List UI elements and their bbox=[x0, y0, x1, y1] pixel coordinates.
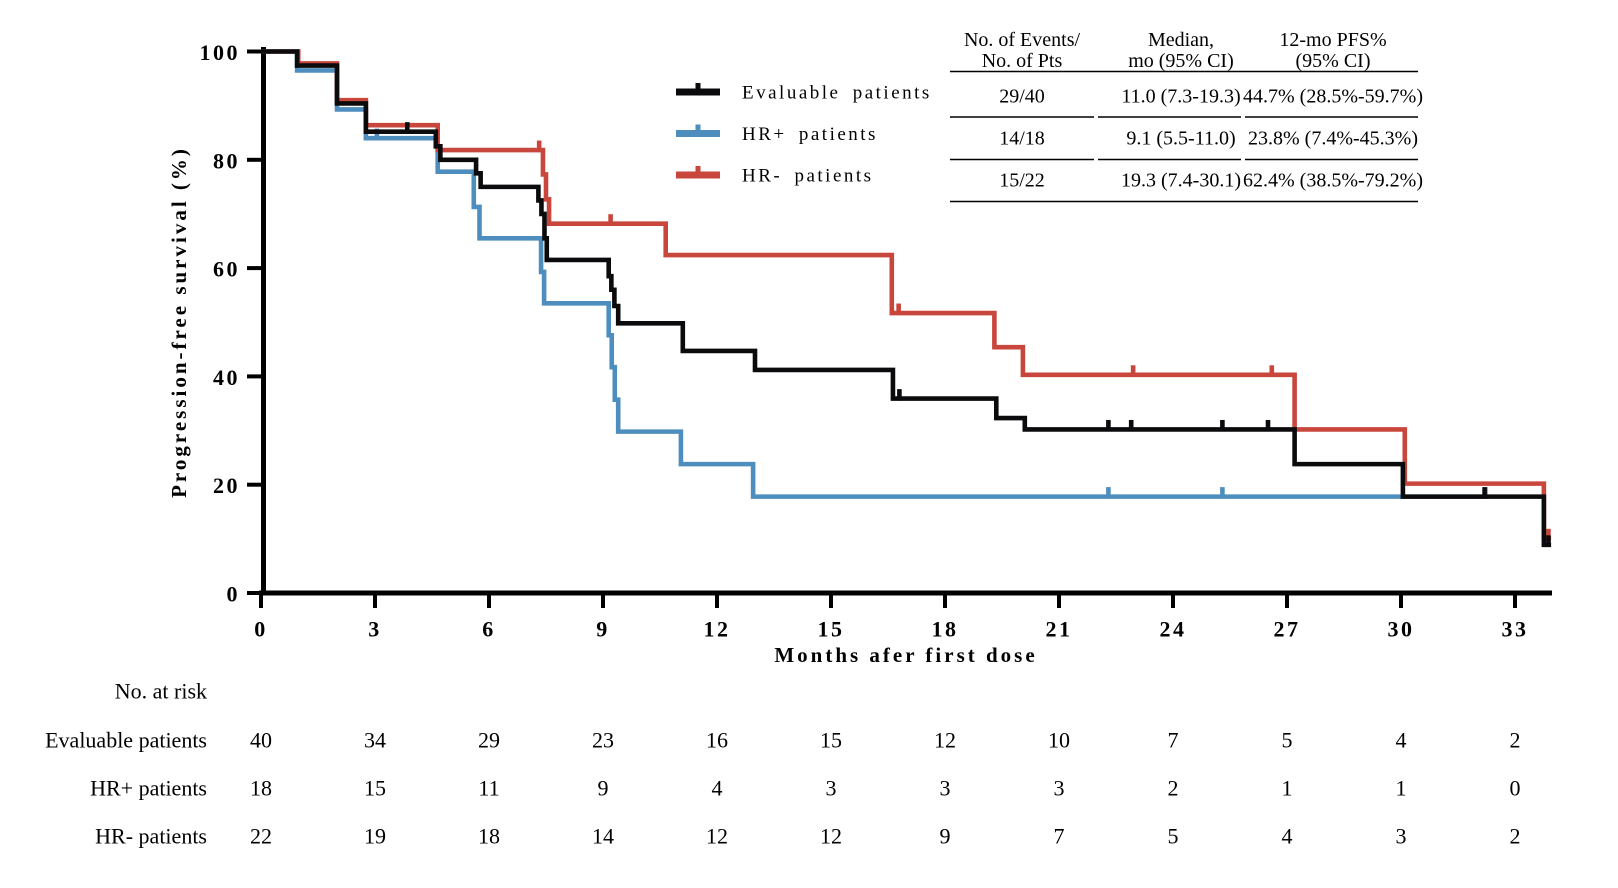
x-tick-label: 12 bbox=[704, 617, 731, 642]
x-tick-label: 18 bbox=[932, 617, 959, 642]
survival-curves bbox=[261, 49, 1552, 548]
stats-cell: 29/40 bbox=[999, 86, 1045, 108]
km-curve bbox=[261, 49, 1552, 548]
risk-count: 3 bbox=[1396, 824, 1407, 849]
stats-header: Median, bbox=[1148, 29, 1214, 51]
risk-row-label: HR+ patients bbox=[90, 776, 207, 801]
risk-count: 15 bbox=[820, 728, 842, 753]
risk-count: 5 bbox=[1282, 728, 1293, 753]
risk-count: 4 bbox=[1396, 728, 1407, 753]
risk-count: 18 bbox=[478, 824, 500, 849]
risk-count: 3 bbox=[826, 776, 837, 801]
stats-header: No. of Pts bbox=[982, 50, 1063, 72]
risk-count: 7 bbox=[1168, 728, 1179, 753]
risk-count: 12 bbox=[934, 728, 956, 753]
legend-label: HR- patients bbox=[742, 166, 874, 187]
stats-table: No. of Events/No. of Pts Median,mo (95% C… bbox=[950, 29, 1423, 203]
x-tick-label: 3 bbox=[368, 617, 382, 642]
stats-cell: 44.7% (28.5%-59.7%) bbox=[1243, 86, 1423, 108]
y-tick-label: 20 bbox=[213, 473, 240, 498]
risk-count: 3 bbox=[940, 776, 951, 801]
risk-count: 12 bbox=[820, 824, 842, 849]
stats-header: (95% CI) bbox=[1296, 50, 1371, 72]
risk-count: 10 bbox=[1048, 728, 1070, 753]
legend-label: Evaluable patients bbox=[742, 83, 932, 104]
risk-count: 2 bbox=[1168, 776, 1179, 801]
stats-cell: 23.8% (7.4%-45.3%) bbox=[1248, 128, 1418, 150]
x-tick-label: 21 bbox=[1046, 617, 1073, 642]
risk-count: 0 bbox=[1510, 776, 1521, 801]
risk-count: 5 bbox=[1168, 824, 1179, 849]
km-curve bbox=[261, 49, 1552, 541]
stats-cell: 11.0 (7.3-19.3) bbox=[1121, 86, 1240, 108]
risk-table-title: No. at risk bbox=[115, 679, 207, 704]
risk-count: 7 bbox=[1054, 824, 1065, 849]
risk-count: 9 bbox=[940, 824, 951, 849]
x-tick-label: 24 bbox=[1160, 617, 1187, 642]
stats-header: 12-mo PFS% bbox=[1279, 29, 1386, 51]
stats-cell: 15/22 bbox=[999, 170, 1045, 192]
y-tick-label: 0 bbox=[227, 582, 241, 607]
risk-count: 14 bbox=[592, 824, 614, 849]
risk-count: 15 bbox=[364, 776, 386, 801]
y-tick-label: 40 bbox=[213, 365, 240, 390]
risk-row-label: HR- patients bbox=[95, 824, 207, 849]
risk-count: 9 bbox=[598, 776, 609, 801]
risk-count: 4 bbox=[712, 776, 723, 801]
x-axis-title: Months afer first dose bbox=[774, 643, 1037, 667]
risk-count: 2 bbox=[1510, 824, 1521, 849]
risk-count: 40 bbox=[250, 728, 272, 753]
risk-count: 12 bbox=[706, 824, 728, 849]
stats-cell: 62.4% (38.5%-79.2%) bbox=[1243, 170, 1423, 192]
risk-count: 22 bbox=[250, 824, 272, 849]
y-axis-title: Progression-free survival (%) bbox=[167, 146, 191, 498]
legend: Evaluable patients HR+ patients HR- patien… bbox=[676, 83, 932, 187]
stats-cell: 19.3 (7.4-30.1) bbox=[1121, 170, 1241, 192]
x-tick-label: 9 bbox=[596, 617, 610, 642]
risk-count: 19 bbox=[364, 824, 386, 849]
risk-count: 1 bbox=[1396, 776, 1407, 801]
x-tick-label: 6 bbox=[482, 617, 496, 642]
legend-label: HR+ patients bbox=[742, 124, 878, 145]
y-tick-label: 60 bbox=[213, 257, 240, 282]
risk-count: 29 bbox=[478, 728, 500, 753]
axes: 0 20 40 60 80 100 0 3 6 9 12 15 18 21 24 27 30 33 bbox=[200, 40, 1552, 642]
x-tick-label: 15 bbox=[818, 617, 845, 642]
risk-count: 34 bbox=[364, 728, 386, 753]
risk-count: 23 bbox=[592, 728, 614, 753]
risk-count: 2 bbox=[1510, 728, 1521, 753]
y-tick-label: 80 bbox=[213, 148, 240, 173]
risk-count: 1 bbox=[1282, 776, 1293, 801]
stats-header: mo (95% CI) bbox=[1128, 50, 1234, 72]
x-tick-label: 30 bbox=[1388, 617, 1415, 642]
risk-count: 4 bbox=[1282, 824, 1293, 849]
x-tick-label: 33 bbox=[1502, 617, 1529, 642]
y-tick-label: 100 bbox=[200, 40, 241, 65]
risk-count: 16 bbox=[706, 728, 728, 753]
stats-cell: 9.1 (5.5-11.0) bbox=[1126, 128, 1235, 150]
x-tick-label: 27 bbox=[1274, 617, 1301, 642]
risk-row-label: Evaluable patients bbox=[45, 728, 207, 753]
x-tick-label: 0 bbox=[254, 617, 268, 642]
stats-cell: 14/18 bbox=[999, 128, 1045, 150]
risk-count: 11 bbox=[478, 776, 499, 801]
km-curve bbox=[261, 49, 1489, 499]
risk-count: 3 bbox=[1054, 776, 1065, 801]
stats-header: No. of Events/ bbox=[964, 29, 1081, 51]
risk-count: 18 bbox=[250, 776, 272, 801]
